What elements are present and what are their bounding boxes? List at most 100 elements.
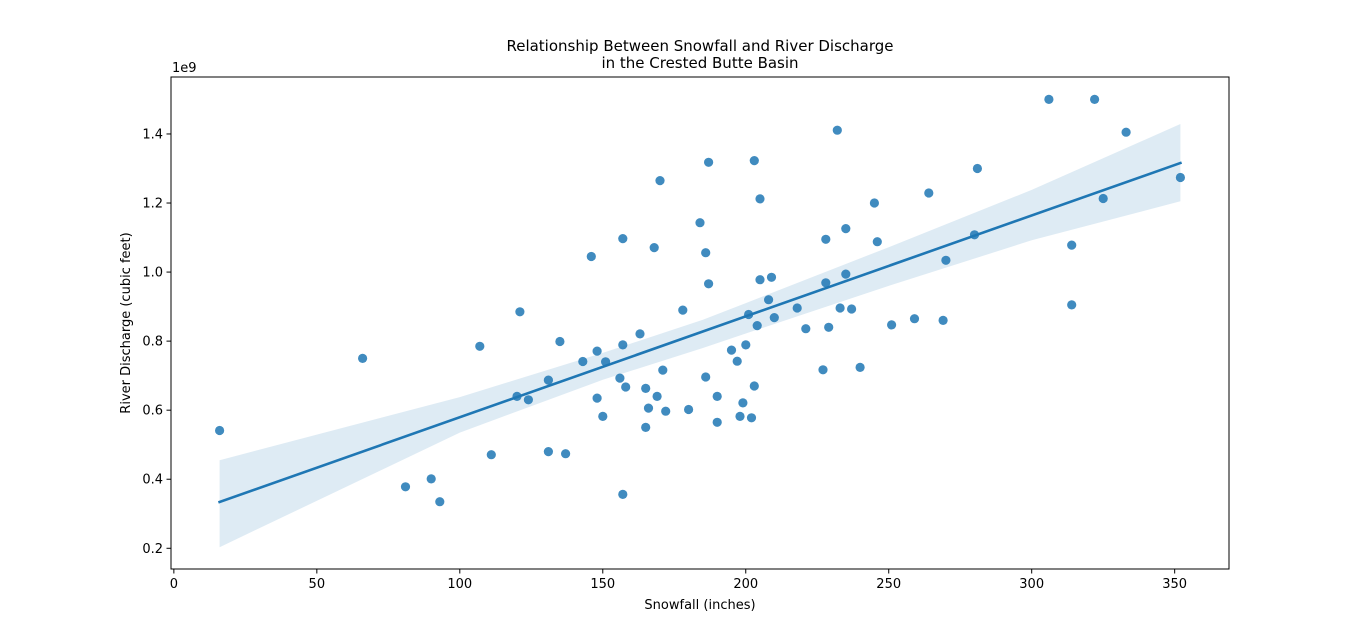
- data-point: [641, 422, 651, 432]
- data-point: [821, 278, 831, 288]
- x-axis: 0 50 100 150 200 250 300 350: [170, 569, 1187, 592]
- y-tick-label: 0.2: [142, 542, 163, 557]
- data-point: [704, 157, 714, 167]
- data-point: [649, 243, 659, 253]
- data-point: [435, 497, 445, 507]
- data-point: [400, 482, 411, 492]
- x-tick-label: 300: [1019, 577, 1044, 592]
- data-point: [792, 303, 802, 313]
- y-tick-label: 1.0: [142, 266, 163, 281]
- data-point: [855, 362, 865, 372]
- data-point: [841, 224, 851, 234]
- data-point: [1044, 94, 1054, 104]
- data-point: [818, 365, 828, 375]
- data-point: [618, 340, 628, 350]
- data-point: [555, 336, 565, 347]
- data-point: [543, 375, 554, 385]
- data-point: [661, 406, 671, 416]
- data-point: [695, 218, 705, 228]
- data-point: [841, 269, 851, 279]
- regression-line: [217, 161, 1183, 504]
- data-point: [712, 417, 722, 427]
- data-point: [726, 345, 737, 355]
- data-point: [972, 163, 983, 174]
- y-tick-label: 0.6: [142, 404, 163, 419]
- data-point: [515, 307, 525, 317]
- y-axis-title: River Discharge (cubic feet): [119, 232, 134, 413]
- data-point: [543, 447, 554, 457]
- data-point: [578, 356, 588, 367]
- data-point: [635, 329, 645, 339]
- data-point: [755, 275, 765, 285]
- y-offset-label: 1e9: [172, 61, 197, 76]
- data-point: [801, 324, 811, 334]
- y-tick-label: 0.8: [142, 335, 163, 350]
- data-point: [655, 176, 665, 186]
- data-point: [684, 404, 694, 415]
- data-point: [924, 188, 934, 198]
- data-point: [426, 474, 436, 484]
- data-point: [586, 251, 596, 262]
- x-tick-label: 0: [170, 577, 178, 592]
- data-point: [941, 255, 951, 265]
- y-axis: 0.2 0.4 0.6 0.8 1.0 1.2 1.4: [142, 127, 171, 557]
- data-point: [621, 382, 631, 392]
- data-point: [643, 403, 654, 413]
- data-point: [869, 198, 880, 208]
- data-point: [887, 320, 897, 330]
- plot-frame: [170, 76, 1230, 570]
- data-point: [358, 353, 368, 363]
- data-point: [615, 373, 625, 383]
- data-point: [938, 315, 948, 325]
- points-layer: [215, 94, 1185, 507]
- regression-line-layer: [217, 161, 1183, 504]
- data-point: [592, 346, 602, 356]
- data-point: [618, 234, 628, 244]
- data-point: [1067, 300, 1077, 310]
- data-point: [1121, 127, 1131, 137]
- data-point: [618, 489, 628, 499]
- data-point: [598, 411, 608, 421]
- data-point: [1175, 172, 1185, 183]
- chart-title-line2: in the Crested Butte Basin: [601, 54, 798, 72]
- data-point: [652, 391, 662, 401]
- x-tick-label: 150: [590, 577, 615, 592]
- data-point: [755, 194, 765, 204]
- data-point: [732, 356, 742, 366]
- data-point: [215, 425, 225, 436]
- data-point: [835, 303, 845, 313]
- x-axis-title: Snowfall (inches): [644, 598, 755, 613]
- y-tick-label: 1.4: [142, 127, 163, 142]
- data-point: [641, 383, 651, 393]
- data-point: [735, 411, 745, 421]
- y-tick-label: 1.2: [142, 197, 163, 212]
- data-point: [486, 450, 496, 460]
- chart-title-line1: Relationship Between Snowfall and River …: [506, 37, 893, 55]
- data-point: [832, 125, 842, 135]
- data-point: [678, 305, 688, 315]
- data-point: [701, 372, 711, 382]
- data-point: [1067, 240, 1077, 250]
- confidence-band: [219, 124, 1181, 548]
- confidence-band-layer: [219, 124, 1181, 548]
- x-tick-label: 50: [309, 577, 326, 592]
- data-point: [769, 313, 779, 323]
- data-point: [704, 279, 714, 289]
- data-point: [1090, 94, 1100, 104]
- data-point: [523, 395, 534, 405]
- y-tick-label: 0.4: [142, 473, 163, 488]
- data-point: [872, 237, 882, 247]
- data-point: [909, 314, 920, 324]
- x-tick-label: 100: [447, 577, 472, 592]
- data-point: [738, 398, 748, 408]
- data-point: [824, 322, 834, 332]
- data-point: [749, 381, 759, 391]
- data-point: [821, 234, 831, 244]
- data-point: [475, 341, 485, 351]
- data-point: [658, 365, 668, 375]
- data-point: [764, 295, 774, 305]
- data-point: [741, 340, 751, 350]
- data-point: [766, 272, 777, 282]
- x-tick-label: 250: [876, 577, 901, 592]
